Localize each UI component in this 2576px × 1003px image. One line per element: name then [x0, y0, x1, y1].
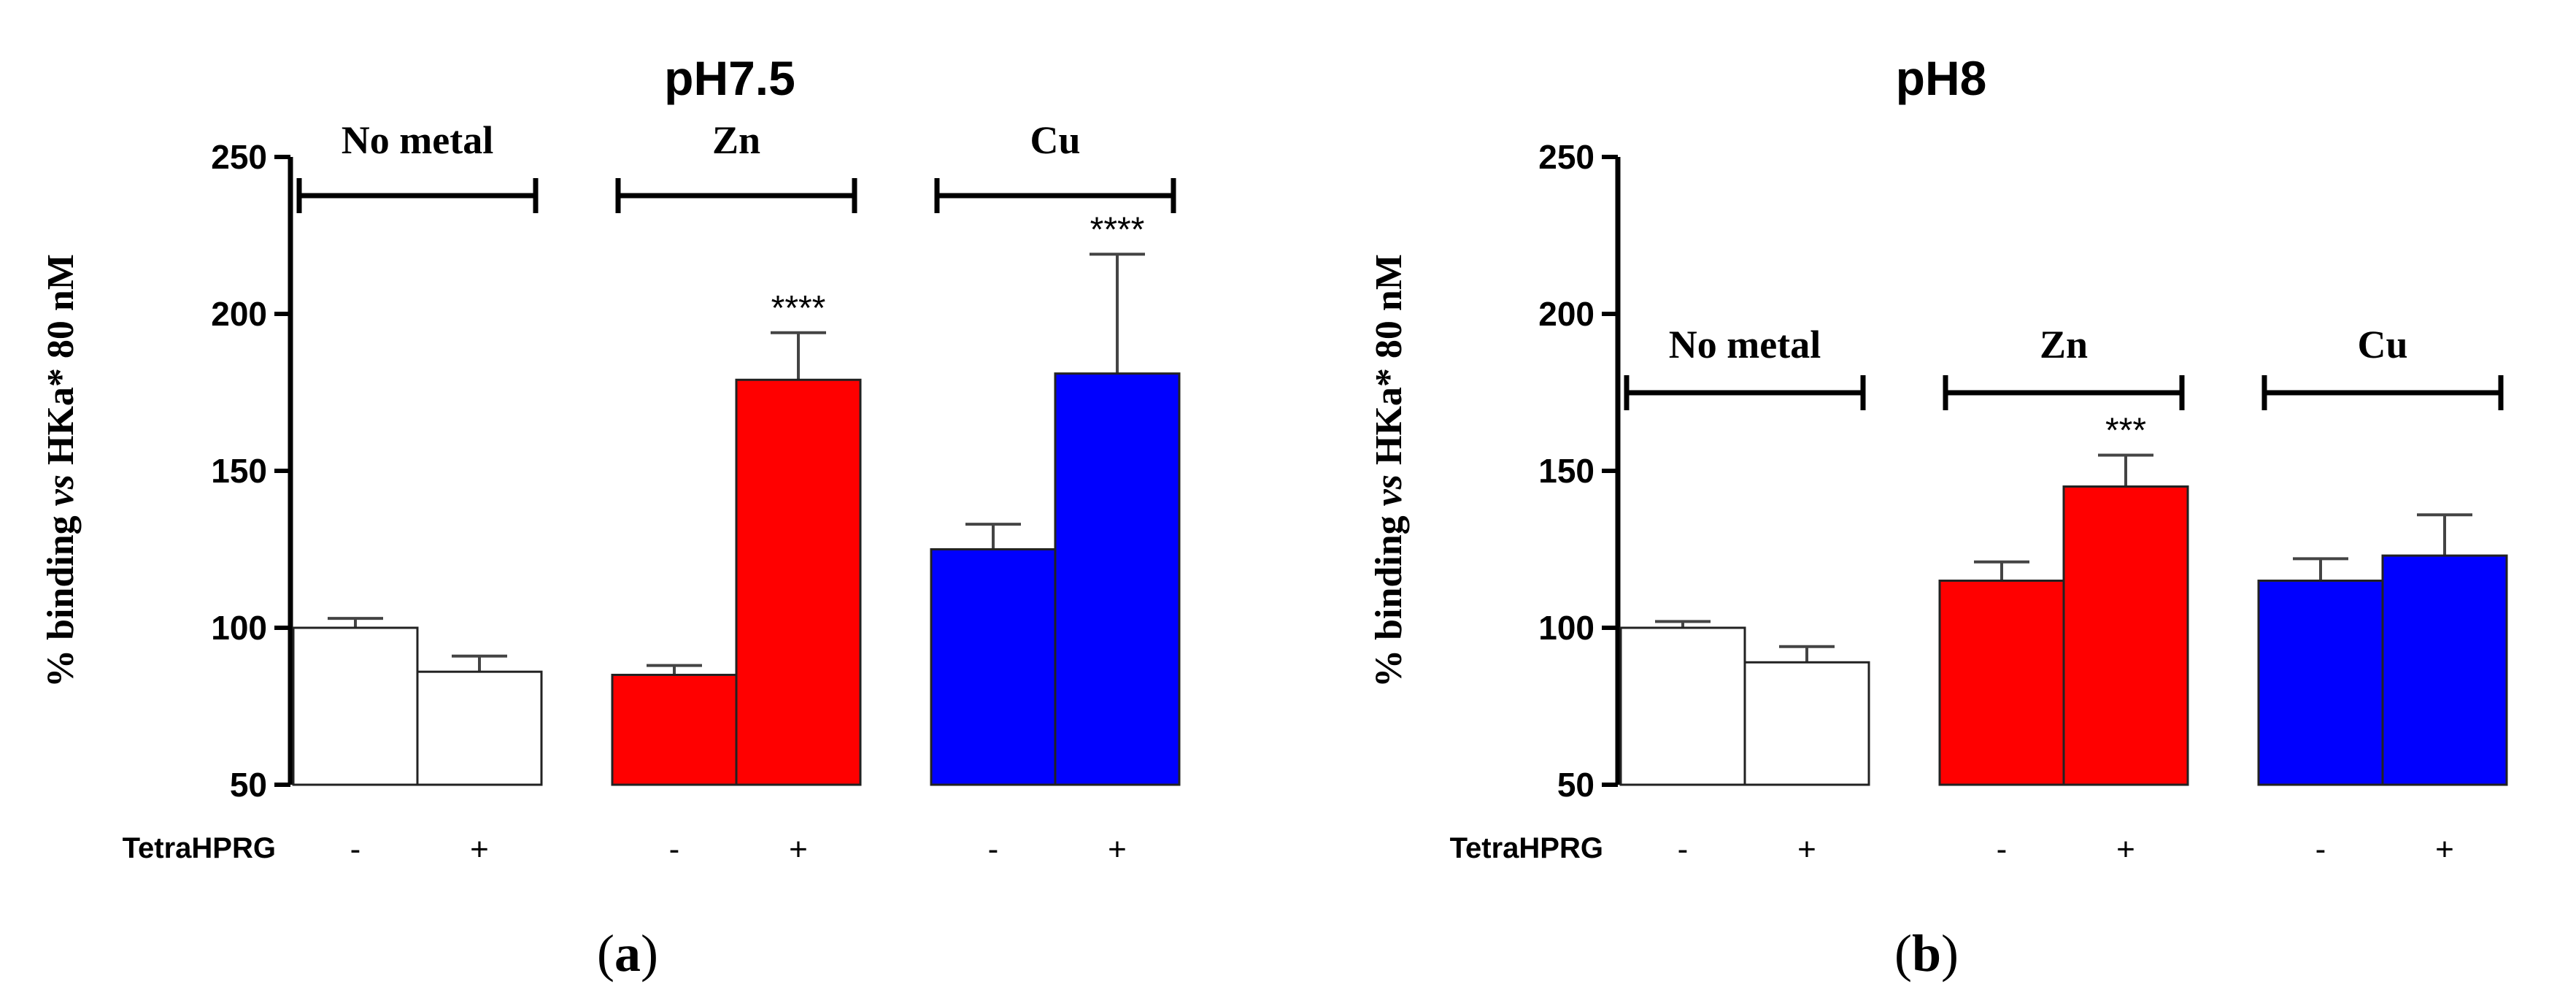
group-label: Zn [712, 118, 760, 162]
panel-label: (b) [1894, 924, 1959, 983]
bar-sign-label: + [2116, 831, 2135, 867]
y-tick-label: 50 [230, 766, 267, 804]
bar [611, 674, 738, 786]
group-label: No metal [342, 118, 493, 162]
chart-title: pH7.5 [664, 51, 795, 105]
chart-panel-b: pH8 % binding vs HKa* 80 nM 50 100 150 200 250… [1368, 51, 2508, 983]
significance-label: *** [2105, 412, 2146, 450]
bar [930, 548, 1057, 786]
y-tick-label: 150 [211, 452, 267, 490]
y-tick-label: 150 [1538, 452, 1594, 490]
y-tick-label: 100 [211, 609, 267, 647]
group-label: No metal [1669, 323, 1821, 366]
bar-sign-label: - [350, 831, 361, 867]
bar-sign-label: - [988, 831, 999, 867]
significance-label: **** [771, 289, 826, 328]
bar-sign-label: - [1997, 831, 2008, 867]
y-tick-label: 100 [1538, 609, 1594, 647]
bar [2257, 580, 2384, 786]
bar [1743, 661, 1870, 786]
group-label: Cu [2357, 323, 2407, 366]
significance-label: **** [1090, 210, 1145, 249]
bar-sign-label: - [2315, 831, 2326, 867]
y-tick-label: 200 [211, 295, 267, 333]
y-tick-label: 50 [1557, 766, 1594, 804]
y-axis-label: % binding vs HKa* 80 nM [40, 254, 82, 688]
chart-panel-a: pH7.5 % binding vs HKa* 80 nM 50 100 150 200 2… [40, 51, 1181, 983]
group-label: Cu [1030, 118, 1080, 162]
bar-sign-label: + [1108, 831, 1127, 867]
bar-sign-label: + [1797, 831, 1816, 867]
bar [1054, 372, 1181, 786]
bar [292, 626, 419, 786]
bar-sign-label: + [470, 831, 489, 867]
y-tick-label: 200 [1538, 295, 1594, 333]
bar [1619, 626, 1746, 786]
bar [735, 378, 862, 786]
bar-sign-label: - [1678, 831, 1689, 867]
bar [2062, 485, 2189, 786]
y-tick-label: 250 [1538, 138, 1594, 176]
bar [416, 670, 543, 786]
panel-label: (a) [597, 924, 658, 983]
condition-label: TetraHPRG [123, 832, 276, 864]
bar-sign-label: - [669, 831, 680, 867]
group-label: Zn [2040, 323, 2088, 366]
bar [2381, 554, 2508, 786]
condition-label: TetraHPRG [1450, 832, 1603, 864]
chart-title: pH8 [1896, 51, 1987, 105]
y-axis-label: % binding vs HKa* 80 nM [1368, 254, 1410, 688]
bar-sign-label: + [789, 831, 808, 867]
y-tick-label: 250 [211, 138, 267, 176]
bar-sign-label: + [2435, 831, 2454, 867]
bar [1938, 580, 2065, 786]
